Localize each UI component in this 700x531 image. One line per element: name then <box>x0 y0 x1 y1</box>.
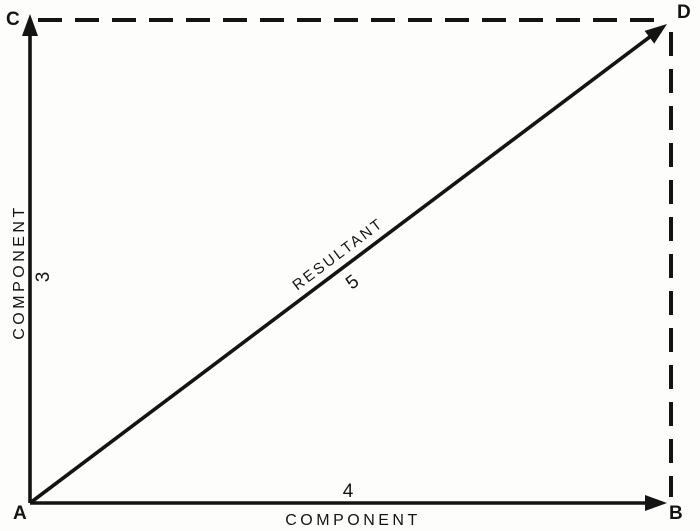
resultant-label: RESULTANT <box>289 215 387 294</box>
vertical-component-value: 3 <box>33 272 54 283</box>
resultant-vector <box>28 34 653 505</box>
arrowhead-right-icon <box>645 495 667 511</box>
horizontal-component-value: 4 <box>343 481 354 502</box>
arrowhead-diagonal-icon <box>644 24 667 44</box>
vertical-component-label: COMPONENT <box>11 204 28 340</box>
point-label-c: C <box>6 9 20 30</box>
point-label-a: A <box>13 503 27 524</box>
horizontal-component-label: COMPONENT <box>285 512 421 529</box>
resultant-value: 5 <box>342 271 363 294</box>
arrowhead-up-icon <box>22 14 38 36</box>
point-label-d: D <box>677 2 691 23</box>
point-label-b: B <box>669 503 683 524</box>
